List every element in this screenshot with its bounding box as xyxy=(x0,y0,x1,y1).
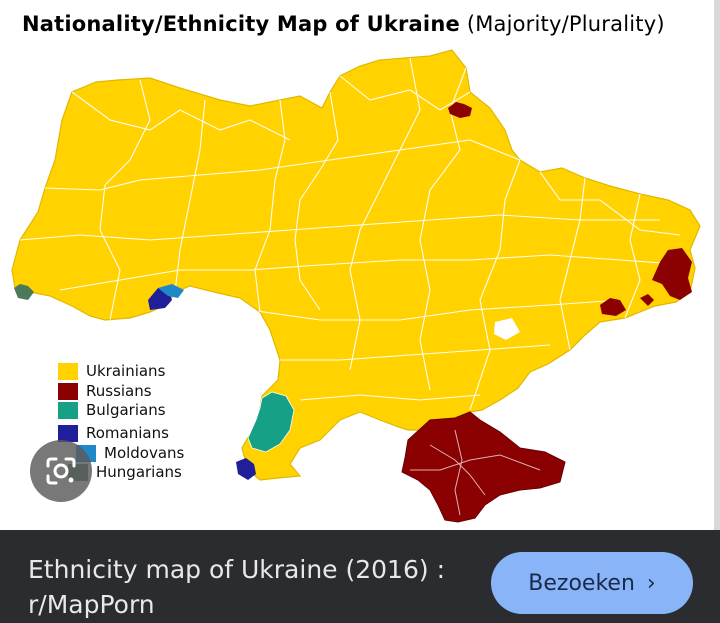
result-caption[interactable]: Ethnicity map of Ukraine (2016) : r/MapP… xyxy=(28,555,445,619)
bulgarians-region xyxy=(247,391,295,453)
hungarians-region xyxy=(14,284,34,300)
legend-swatch xyxy=(58,382,78,400)
romanians-odesa-region xyxy=(236,458,256,480)
donbas-russians-east-small xyxy=(675,284,688,298)
visit-button[interactable]: Bezoeken › xyxy=(491,552,693,614)
legend-swatch xyxy=(58,424,78,442)
ukraine-map xyxy=(11,49,701,523)
legend-label: Ukrainians xyxy=(86,362,166,380)
image-edge xyxy=(714,0,720,530)
legend-item-russians: Russians xyxy=(58,382,152,400)
legend-label: Bulgarians xyxy=(86,401,166,419)
legend-item-bulgarians: Bulgarians xyxy=(58,401,166,419)
donbas-russians-south xyxy=(600,298,626,316)
moldovans-chernivtsi-region xyxy=(158,284,184,298)
north-russians-region xyxy=(448,102,472,118)
map-title-main: Nationality/Ethnicity Map of Ukraine xyxy=(22,12,460,36)
visit-button-label: Bezoeken xyxy=(528,570,635,596)
google-lens-icon xyxy=(46,457,76,485)
result-image[interactable]: Nationality/Ethnicity Map of Ukraine (Ma… xyxy=(0,0,720,530)
legend-item-moldovans: Moldovans xyxy=(76,444,184,462)
crimea-borders xyxy=(410,429,541,516)
crimea-russians-region xyxy=(401,411,566,523)
chevron-right-icon: › xyxy=(646,570,656,596)
legend-swatch xyxy=(58,362,78,380)
legend-item-romanians: Romanians xyxy=(58,424,169,442)
google-lens-button[interactable] xyxy=(30,440,92,502)
legend-label: Romanians xyxy=(86,424,169,442)
region-borders xyxy=(19,57,691,411)
map-title-subtitle: (Majority/Plurality) xyxy=(466,12,665,36)
legend-label: Moldovans xyxy=(104,444,185,462)
donbas-russians-small xyxy=(640,294,654,306)
map-title: Nationality/Ethnicity Map of Ukraine (Ma… xyxy=(22,12,665,36)
kakhovka-reservoir xyxy=(494,318,520,340)
legend-label: Russians xyxy=(86,382,152,400)
legend-label: Hungarians xyxy=(96,463,182,481)
legend-swatch xyxy=(58,401,78,419)
legend-item-ukrainians: Ukrainians xyxy=(58,362,165,380)
